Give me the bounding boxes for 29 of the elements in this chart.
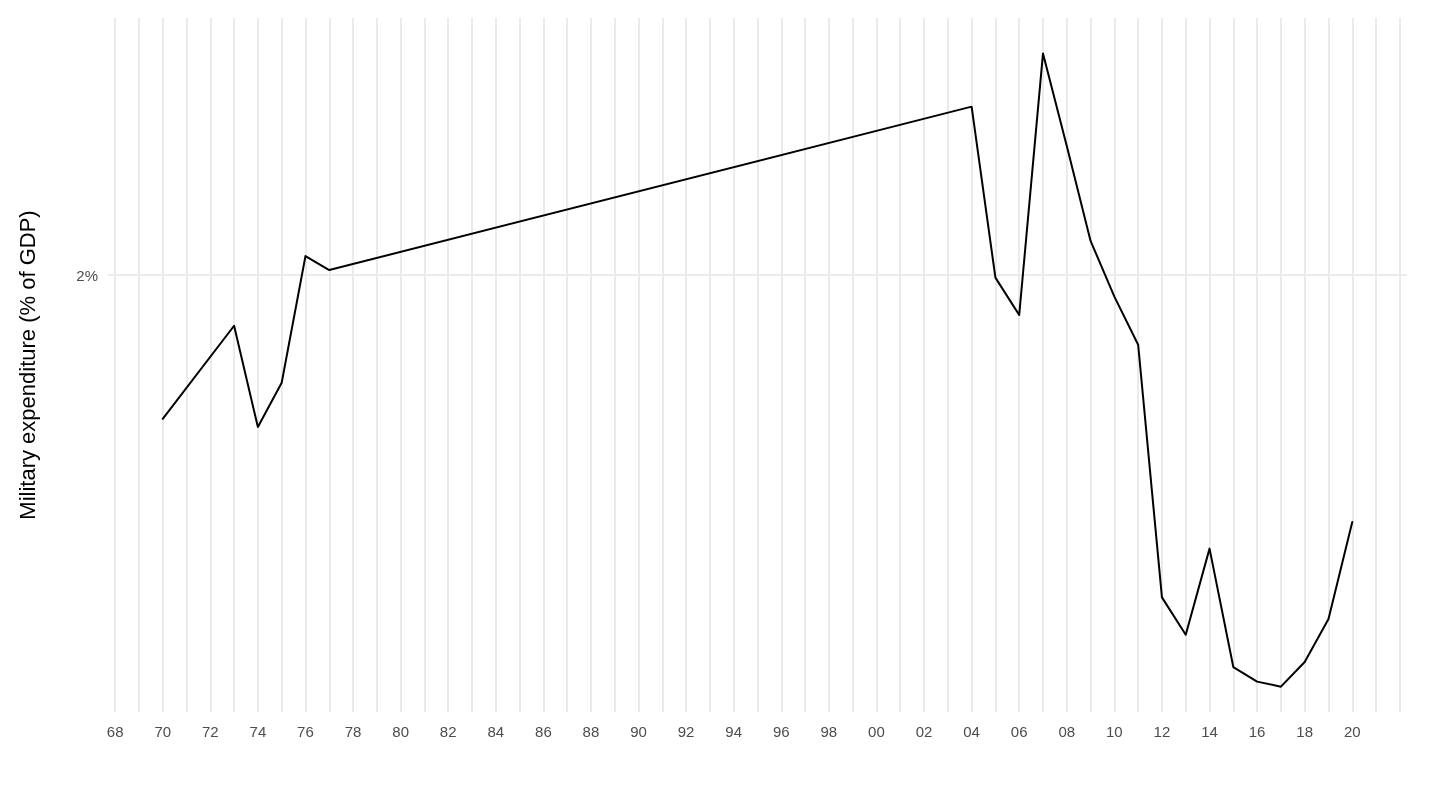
x-tick-label: 06 — [1010, 723, 1028, 740]
x-tick-label: 16 — [1248, 723, 1266, 740]
x-tick-label: 98 — [820, 723, 838, 740]
x-tick-label: 10 — [1106, 723, 1123, 740]
x-tick-label: 78 — [344, 723, 362, 740]
text: 2% — [76, 266, 98, 284]
x-tick-label: 74 — [249, 723, 267, 740]
x-tick-label: 94 — [725, 723, 743, 740]
x-tick-label: 08 — [1058, 723, 1076, 740]
x-tick-label: 70 — [154, 723, 172, 740]
x-tick-label: 12 — [1153, 723, 1171, 740]
x-tick-label: 72 — [201, 723, 219, 740]
x-tick-label: 20 — [1343, 723, 1361, 740]
x-tick-label: 86 — [535, 723, 552, 740]
x-tick-label: 92 — [677, 723, 695, 740]
x-tick-label: 82 — [439, 723, 457, 740]
x-tick-label: 02 — [915, 723, 933, 740]
x-tick-label: 80 — [392, 723, 409, 740]
x-tick-label: 84 — [487, 723, 505, 740]
x-tick-label: 90 — [630, 723, 647, 740]
x-tick-label: 76 — [297, 723, 314, 740]
x-tick-label: 00 — [868, 723, 885, 740]
x-tick-label: 14 — [1201, 723, 1218, 740]
x-tick-label: 68 — [106, 723, 124, 740]
y-axis-title: Military expenditure (% of GDP) — [14, 210, 40, 520]
x-tick-label: 18 — [1296, 723, 1314, 740]
x-tick-label: 96 — [772, 723, 790, 740]
x-tick-label: 04 — [963, 723, 980, 740]
x-tick-label: 88 — [582, 723, 600, 740]
